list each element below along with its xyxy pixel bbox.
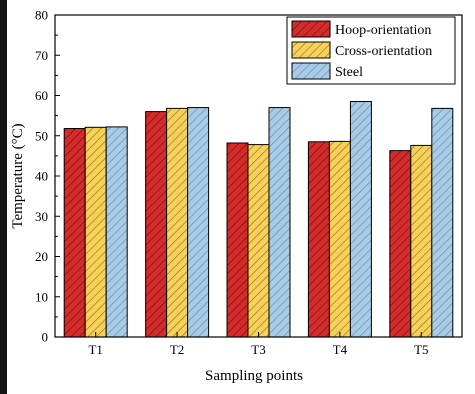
y-tick-label-20: 20 bbox=[35, 249, 48, 264]
y-tick-label-60: 60 bbox=[35, 88, 48, 103]
legend-label-steel: Steel bbox=[335, 65, 363, 80]
legend-swatch-cross bbox=[291, 41, 331, 59]
bar-cross-orientation-t2 bbox=[166, 107, 189, 338]
bar-cross-orientation-t5 bbox=[410, 144, 433, 338]
bar-steel-t1 bbox=[105, 126, 128, 338]
x-tick-group: T1 T2 T3 T4 T5 bbox=[88, 332, 429, 357]
legend-label-hoop: Hoop-orientation bbox=[335, 23, 431, 38]
y-tick-label-0: 0 bbox=[42, 330, 49, 345]
bar-cross-orientation-t3 bbox=[247, 144, 270, 338]
bar-steel-t5 bbox=[431, 107, 454, 338]
y-tick-group: 0 10 20 30 40 50 60 70 80 bbox=[35, 8, 60, 345]
y-tick-label-10: 10 bbox=[35, 289, 48, 304]
bar-hoop-orientation-t3 bbox=[226, 142, 249, 338]
legend: Hoop-orientation Cross-orientation Steel bbox=[286, 16, 456, 85]
bar-cross-orientation-t1 bbox=[84, 126, 107, 338]
bar-hoop-orientation-t2 bbox=[145, 111, 168, 338]
bar-hoop-orientation-t5 bbox=[389, 150, 412, 338]
bar-hoop-orientation-t4 bbox=[307, 141, 330, 338]
x-tick-label-t3: T3 bbox=[251, 342, 265, 357]
y-tick-label-50: 50 bbox=[35, 128, 48, 143]
left-edge-strip bbox=[0, 0, 7, 394]
x-tick-label-t4: T4 bbox=[333, 342, 348, 357]
y-tick-label-70: 70 bbox=[35, 48, 48, 63]
y-tick-label-30: 30 bbox=[35, 209, 48, 224]
y-tick-label-40: 40 bbox=[35, 169, 48, 184]
bar-hoop-orientation-t1 bbox=[63, 128, 86, 338]
bar-cross-orientation-t4 bbox=[328, 140, 351, 338]
bar-group bbox=[63, 101, 454, 338]
x-tick-label-t5: T5 bbox=[414, 342, 428, 357]
x-axis-title: Sampling points bbox=[205, 368, 303, 384]
bar-steel-t2 bbox=[187, 107, 210, 338]
bar-steel-t3 bbox=[268, 107, 291, 338]
bar-steel-t4 bbox=[349, 101, 372, 338]
legend-swatch-steel bbox=[291, 62, 331, 80]
y-axis-title: Temperature (°C) bbox=[10, 123, 26, 228]
x-tick-label-t2: T2 bbox=[170, 342, 184, 357]
x-tick-label-t1: T1 bbox=[88, 342, 102, 357]
y-tick-label-80: 80 bbox=[35, 8, 48, 23]
legend-swatch-hoop bbox=[291, 20, 331, 38]
legend-label-cross: Cross-orientation bbox=[335, 44, 432, 59]
